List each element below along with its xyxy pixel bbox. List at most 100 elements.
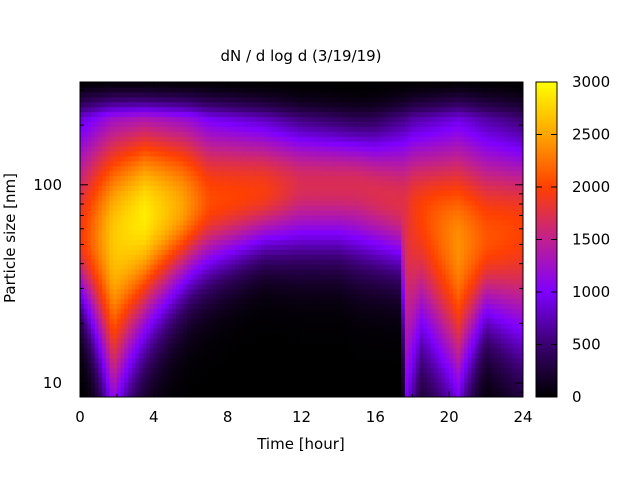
heatmap-cell bbox=[91, 264, 96, 270]
heatmap-cell bbox=[316, 259, 321, 265]
heatmap-cell bbox=[98, 209, 103, 216]
heatmap-cell bbox=[268, 136, 273, 142]
heatmap-cell bbox=[98, 352, 103, 359]
heatmap-cell bbox=[327, 121, 332, 127]
heatmap-cell bbox=[109, 219, 114, 226]
heatmap-cell bbox=[120, 337, 125, 344]
heatmap-cell bbox=[297, 180, 303, 186]
heatmap-cell bbox=[172, 264, 177, 270]
heatmap-cell bbox=[345, 170, 351, 177]
heatmap-cell bbox=[139, 219, 144, 226]
heatmap-cell bbox=[220, 136, 225, 142]
heatmap-cell bbox=[87, 254, 92, 260]
heatmap-cell bbox=[205, 160, 210, 167]
heatmap-cell bbox=[139, 333, 144, 339]
heatmap-cell bbox=[216, 145, 221, 152]
heatmap-cell bbox=[157, 229, 162, 236]
heatmap-cell bbox=[131, 180, 136, 186]
heatmap-cell bbox=[283, 229, 288, 236]
heatmap-cell bbox=[316, 254, 321, 260]
heatmap-cell bbox=[150, 106, 155, 113]
heatmap-cell bbox=[131, 288, 136, 295]
heatmap-cell bbox=[305, 131, 310, 137]
heatmap-cell bbox=[264, 155, 269, 162]
heatmap-cell bbox=[235, 175, 240, 182]
heatmap-cell bbox=[305, 313, 310, 319]
heatmap-cell bbox=[308, 205, 314, 211]
heatmap-cell bbox=[319, 205, 325, 211]
heatmap-cell bbox=[260, 372, 266, 378]
heatmap-cell bbox=[209, 106, 214, 113]
heatmap-cell bbox=[238, 313, 244, 319]
heatmap-cell bbox=[260, 234, 266, 241]
heatmap-cell bbox=[120, 352, 125, 359]
heatmap-cell bbox=[275, 224, 280, 231]
heatmap-cell bbox=[80, 136, 85, 142]
heatmap-cell bbox=[168, 131, 173, 137]
heatmap-cell bbox=[353, 101, 358, 108]
heatmap-cell bbox=[109, 205, 114, 211]
heatmap-cell bbox=[305, 141, 310, 147]
heatmap-cell bbox=[105, 239, 111, 246]
heatmap-cell bbox=[190, 195, 196, 201]
heatmap-cell bbox=[179, 185, 184, 191]
heatmap-cell bbox=[194, 278, 199, 285]
heatmap-cell bbox=[327, 254, 332, 260]
heatmap-cell bbox=[164, 308, 170, 314]
heatmap-cell bbox=[142, 101, 148, 108]
heatmap-cell bbox=[356, 141, 362, 147]
heatmap-cell bbox=[201, 273, 207, 280]
heatmap-cell bbox=[268, 91, 273, 98]
heatmap-cell bbox=[175, 387, 181, 393]
heatmap-cell bbox=[319, 318, 325, 324]
heatmap-cell bbox=[223, 160, 229, 167]
heatmap-cell bbox=[183, 116, 188, 122]
heatmap-cell bbox=[113, 392, 118, 397]
heatmap-cell bbox=[338, 347, 343, 354]
heatmap-cell bbox=[319, 328, 325, 334]
heatmap-cell bbox=[198, 219, 203, 226]
heatmap-cell bbox=[231, 347, 236, 354]
heatmap-cell bbox=[194, 293, 199, 300]
heatmap-cell bbox=[187, 259, 192, 265]
heatmap-cell bbox=[238, 342, 244, 349]
heatmap-cell bbox=[105, 259, 111, 265]
heatmap-cell bbox=[127, 165, 133, 172]
heatmap-cell bbox=[301, 155, 306, 162]
heatmap-cell bbox=[209, 136, 214, 142]
heatmap-cell bbox=[283, 131, 288, 137]
heatmap-cell bbox=[257, 264, 262, 270]
heatmap-cell bbox=[275, 293, 280, 300]
heatmap-cell bbox=[102, 392, 107, 397]
heatmap-cell bbox=[360, 392, 365, 397]
heatmap-cell bbox=[87, 244, 92, 250]
heatmap-cell bbox=[94, 372, 100, 378]
heatmap-cell bbox=[135, 288, 140, 295]
heatmap-cell bbox=[102, 367, 107, 373]
heatmap-cell bbox=[168, 333, 173, 339]
heatmap-cell bbox=[94, 136, 100, 142]
heatmap-cell bbox=[294, 155, 299, 162]
heatmap-cell bbox=[353, 82, 358, 88]
heatmap-cell bbox=[271, 249, 277, 255]
heatmap-cell bbox=[168, 205, 173, 211]
heatmap-cell bbox=[249, 298, 255, 305]
heatmap-cell bbox=[349, 160, 354, 167]
heatmap-cell bbox=[242, 293, 247, 300]
heatmap-cell bbox=[253, 308, 258, 314]
heatmap-cell bbox=[179, 318, 184, 324]
heatmap-cell bbox=[338, 111, 343, 118]
heatmap-cell bbox=[168, 387, 173, 393]
heatmap-cell bbox=[190, 249, 196, 255]
heatmap-cell bbox=[349, 224, 354, 231]
heatmap-cell bbox=[201, 180, 207, 186]
heatmap-cell bbox=[212, 175, 218, 182]
heatmap-cell bbox=[260, 205, 266, 211]
heatmap-cell bbox=[227, 239, 232, 246]
heatmap-cell bbox=[105, 131, 111, 137]
heatmap-cell bbox=[294, 195, 299, 201]
heatmap-cell bbox=[161, 96, 166, 103]
heatmap-cell bbox=[80, 318, 85, 324]
heatmap-cell bbox=[316, 131, 321, 137]
heatmap-cell bbox=[271, 96, 277, 103]
